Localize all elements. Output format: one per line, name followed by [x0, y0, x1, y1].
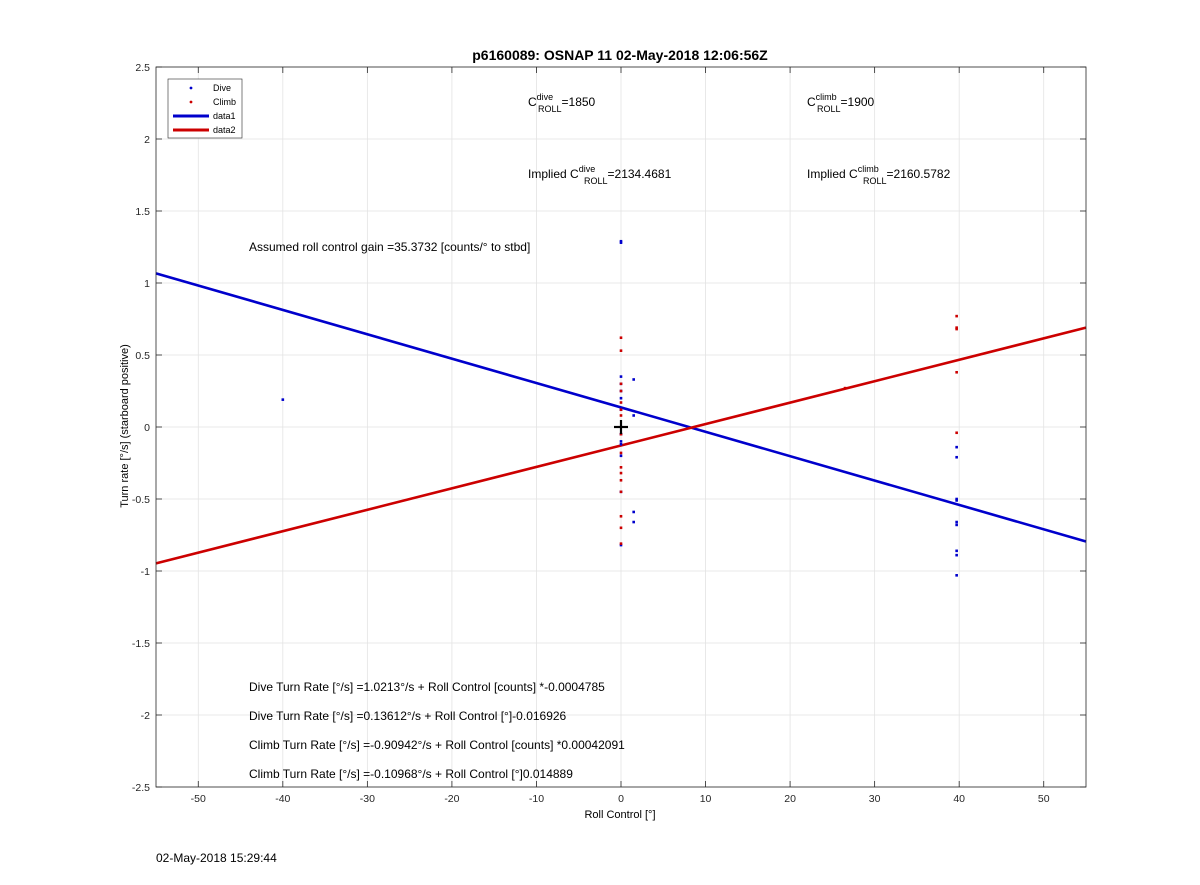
y-tick-label: -1.5	[132, 638, 150, 650]
climb-point	[619, 490, 623, 494]
dive-point	[619, 440, 623, 443]
dive-point	[619, 454, 623, 458]
equation-climb-counts: Climb Turn Rate [°/s] =-0.90942°/s + Rol…	[249, 738, 625, 752]
data-points	[281, 239, 958, 577]
dive-point	[619, 239, 623, 243]
climb-point	[619, 514, 623, 518]
y-tick-label: -1	[141, 566, 150, 578]
y-tick-label: 0.5	[135, 350, 150, 362]
x-tick-label: 10	[700, 793, 712, 805]
climb-point	[619, 389, 623, 393]
dive-point	[955, 499, 958, 502]
dive-point	[955, 523, 958, 527]
x-tick-label: 50	[1038, 793, 1050, 805]
x-tick-label: -30	[360, 793, 375, 805]
dive-point	[281, 398, 285, 401]
climb-point	[619, 451, 623, 455]
dive-point	[619, 543, 623, 547]
climb-point	[619, 471, 623, 475]
equation-dive-degrees: Dive Turn Rate [°/s] =0.13612°/s + Roll …	[249, 709, 567, 723]
climb-point	[619, 466, 623, 469]
climb-point	[955, 370, 958, 374]
climb-point	[619, 414, 623, 417]
y-tick-label: 2.5	[135, 62, 150, 74]
equation-dive-counts: Dive Turn Rate [°/s] =1.0213°/s + Roll C…	[249, 680, 605, 694]
legend-climb-label: Climb	[213, 97, 236, 107]
climb-point	[619, 526, 623, 530]
dive-point	[632, 414, 635, 417]
x-tick-label: 20	[784, 793, 796, 805]
climb-point	[955, 314, 958, 318]
x-tick-label: -50	[191, 793, 206, 805]
dive-point	[955, 520, 958, 524]
c-roll-dive-annotation: Cdive ROLL=1850	[528, 92, 596, 114]
climb-point	[619, 542, 623, 545]
dive-point	[955, 455, 958, 459]
dive-point	[955, 553, 958, 557]
dive-point	[955, 497, 958, 501]
dive-point	[619, 396, 623, 400]
x-tick-label: 30	[869, 793, 881, 805]
y-tick-label: -2	[141, 710, 150, 722]
dive-point	[619, 241, 623, 244]
legend-data2-label: data2	[213, 125, 236, 135]
dive-point	[619, 442, 623, 446]
dive-point	[632, 520, 635, 524]
climb-point	[619, 336, 623, 340]
climb-point	[955, 431, 958, 435]
data1-fit-line	[155, 272, 1087, 543]
y-axis-label: Turn rate [°/s] (starboard positive)	[119, 344, 131, 508]
dive-point	[632, 378, 635, 381]
climb-point	[619, 478, 623, 482]
x-tick-label: -20	[444, 793, 459, 805]
equation-climb-degrees: Climb Turn Rate [°/s] =-0.10968°/s + Rol…	[249, 767, 573, 781]
print-timestamp: 02-May-2018 15:29:44	[156, 851, 277, 865]
origin-marker	[614, 420, 628, 434]
climb-point	[955, 327, 958, 331]
climb-point	[619, 408, 623, 412]
y-tick-label: 2	[144, 134, 150, 146]
climb-point	[619, 401, 623, 404]
x-axis-label: Roll Control [°]	[584, 809, 655, 821]
climb-point	[843, 386, 847, 390]
legend-dive-marker	[189, 86, 193, 90]
dive-point	[955, 549, 958, 553]
legend-dive-label: Dive	[213, 83, 231, 93]
climb-point	[619, 382, 623, 386]
x-tick-label: 40	[953, 793, 965, 805]
climb-point	[619, 432, 623, 436]
y-tick-label: -2.5	[132, 782, 150, 794]
x-tick-label: 0	[618, 793, 624, 805]
roll-control-gain-annotation: Assumed roll control gain =35.3732 [coun…	[249, 240, 530, 254]
legend-climb-marker	[189, 100, 193, 104]
dive-point	[955, 574, 958, 577]
dive-point	[619, 375, 623, 378]
dive-point	[955, 445, 958, 449]
climb-point	[619, 349, 623, 352]
axis-ticks: -50 -40 -30 -20 -10 0 10 20 30 40 50 2.5 2 1.5 1 0.5 0 -0…	[132, 62, 1086, 805]
legend-data1-label: data1	[213, 111, 236, 121]
x-tick-label: -40	[275, 793, 290, 805]
x-tick-label: -10	[529, 793, 544, 805]
y-tick-label: 0	[144, 422, 150, 434]
dive-point	[632, 510, 635, 514]
chart-title: p6160089: OSNAP 11 02-May-2018 12:06:56Z	[472, 47, 768, 63]
legend: Dive Climb data1 data2	[167, 78, 243, 139]
climb-point	[955, 326, 958, 329]
y-tick-label: 1	[144, 278, 150, 290]
y-tick-label: 1.5	[135, 206, 150, 218]
legend-box	[167, 78, 243, 139]
y-tick-label: -0.5	[132, 494, 150, 506]
implied-c-roll-climb-annotation: Implied Cclimb ROLL=2160.5782	[807, 164, 951, 186]
implied-c-roll-dive-annotation: Implied Cdive ROLL=2134.4681	[528, 164, 672, 186]
c-roll-climb-annotation: Cclimb ROLL=1900	[807, 92, 875, 114]
